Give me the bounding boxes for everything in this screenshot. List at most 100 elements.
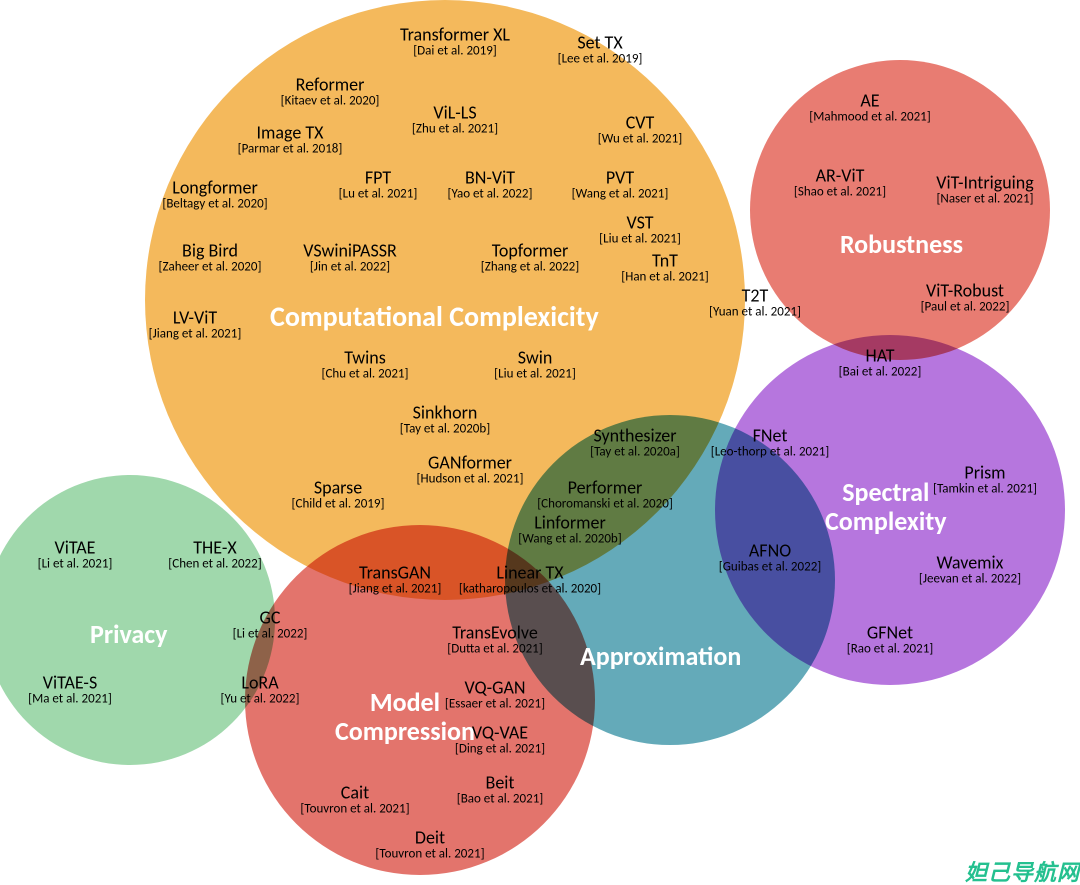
entry-cite: [Guibas et al. 2022]: [719, 561, 822, 575]
entry-46: ViT-Robust[Paul et al. 2022]: [921, 282, 1010, 315]
entry-cite: [Chen et al. 2022]: [168, 558, 261, 572]
entry-name: Beit: [457, 774, 544, 793]
entry-47: HAT[Bai et al. 2022]: [839, 347, 922, 380]
entry-name: Image TX: [238, 124, 343, 143]
entry-name: ViL-LS: [412, 104, 498, 123]
entry-name: Set TX: [558, 34, 643, 53]
entry-cite: [Tay et al. 2020a]: [590, 446, 680, 460]
entry-2: Reformer[Kitaev et al. 2020]: [281, 76, 380, 109]
entry-name: Twins: [322, 349, 409, 368]
entry-name: FPT: [339, 169, 418, 188]
entry-cite: [Jeevan et al. 2022]: [919, 573, 1021, 587]
entry-22: GANformer[Hudson et al. 2021]: [417, 454, 524, 487]
entry-name: Synthesizer: [590, 427, 680, 446]
entry-name: TnT: [621, 252, 709, 271]
entry-5: Image TX[Parmar et al. 2018]: [238, 124, 343, 157]
entry-cite: [Paul et al. 2022]: [921, 301, 1010, 315]
entry-24: Performer[Choromanski et al. 2020]: [537, 479, 673, 512]
entry-name: VQ-GAN: [445, 679, 545, 698]
entry-9: Longformer[Beltagy et al. 2020]: [162, 179, 267, 212]
entry-cite: [Zaheer et al. 2020]: [159, 261, 262, 275]
entry-cite: [Parmar et al. 2018]: [238, 143, 343, 157]
entry-name: Swin: [494, 349, 576, 368]
entry-1: Set TX[Lee et al. 2019]: [558, 34, 643, 67]
entry-name: HAT: [839, 347, 922, 366]
entry-25: Prism[Tamkin et al. 2021]: [933, 464, 1037, 497]
entry-name: Longformer: [162, 179, 267, 198]
entry-cite: [Kitaev et al. 2020]: [281, 95, 380, 109]
entry-name: GC: [233, 609, 308, 628]
entry-name: AE: [809, 92, 931, 111]
entry-cite: [Liu et al. 2021]: [494, 368, 576, 382]
entry-cite: [Yu et al. 2022]: [221, 693, 300, 707]
entry-8: PVT[Wang et al. 2021]: [572, 169, 669, 202]
circle-title-priv: Privacy: [90, 620, 167, 649]
entry-cite: [Rao et al. 2021]: [847, 643, 934, 657]
entry-cite: [Li et al. 2022]: [233, 628, 308, 642]
entry-cite: [Chu et al. 2021]: [322, 368, 409, 382]
entry-name: LoRA: [221, 674, 300, 693]
entry-cite: [Bai et al. 2022]: [839, 366, 922, 380]
entry-cite: [Zhang et al. 2022]: [481, 261, 579, 275]
entry-name: Transformer XL: [400, 26, 510, 45]
entry-name: TransEvolve: [447, 624, 543, 643]
entry-23: Sparse[Child et al. 2019]: [292, 479, 385, 512]
entry-cite: [Wang et al. 2020b]: [518, 533, 622, 547]
circle-title-appr: Approximation: [580, 642, 741, 671]
entry-name: AR-ViT: [794, 167, 886, 186]
entry-21: FNet[Leo-thorp et al. 2021]: [711, 427, 830, 460]
entry-cite: [Ma et al. 2021]: [28, 693, 112, 707]
entry-10: VST[Liu et al. 2021]: [599, 214, 681, 247]
entry-name: ViT-Robust: [921, 282, 1010, 301]
entry-cite: [katharopoulos et al. 2020]: [459, 583, 601, 597]
entry-name: Performer: [537, 479, 673, 498]
entry-12: VSwiniPASSR[Jin et al. 2022]: [303, 242, 397, 275]
entry-name: T2T: [709, 287, 801, 306]
entry-cite: [Dutta et al. 2021]: [447, 643, 543, 657]
entry-name: Cait: [300, 784, 409, 803]
entry-11: Big Bird[Zaheer et al. 2020]: [159, 242, 262, 275]
entry-cite: [Han et al. 2021]: [621, 271, 709, 285]
entry-cite: [Choromanski et al. 2020]: [537, 498, 673, 512]
entry-name: Sinkhorn: [400, 404, 490, 423]
entry-28: THE-X[Chen et al. 2022]: [168, 539, 261, 572]
entry-15: T2T[Yuan et al. 2021]: [709, 287, 801, 320]
entry-41: Beit[Bao et al. 2021]: [457, 774, 544, 807]
entry-43: AE[Mahmood et al. 2021]: [809, 92, 931, 125]
entry-cite: [Zhu et al. 2021]: [412, 123, 498, 137]
entry-cite: [Yuan et al. 2021]: [709, 306, 801, 320]
entry-name: Prism: [933, 464, 1037, 483]
entry-4: CVT[Wu et al. 2021]: [598, 114, 682, 147]
entry-45: ViT-Intriguing[Naser et al. 2021]: [936, 174, 1033, 207]
entry-name: VST: [599, 214, 681, 233]
entry-20: Synthesizer[Tay et al. 2020a]: [590, 427, 680, 460]
entry-cite: [Tay et al. 2020b]: [400, 423, 490, 437]
entry-6: FPT[Lu et al. 2021]: [339, 169, 418, 202]
entry-name: AFNO: [719, 542, 822, 561]
entry-name: FNet: [711, 427, 830, 446]
entry-name: LV-ViT: [149, 309, 242, 328]
entry-42: Deit[Touvron et al. 2021]: [375, 829, 484, 862]
entry-name: VQ-VAE: [455, 724, 545, 743]
circle-title-rob: Robustness: [840, 230, 963, 259]
entry-cite: [Jiang et al. 2021]: [149, 328, 242, 342]
entry-35: GFNet[Rao et al. 2021]: [847, 624, 934, 657]
entry-name: Big Bird: [159, 242, 262, 261]
entry-name: PVT: [572, 169, 669, 188]
entry-3: ViL-LS[Zhu et al. 2021]: [412, 104, 498, 137]
entry-name: VSwiniPASSR: [303, 242, 397, 261]
entry-cite: [Wang et al. 2021]: [572, 188, 669, 202]
entry-name: ViTAE: [38, 539, 113, 558]
entry-18: Swin[Liu et al. 2021]: [494, 349, 576, 382]
entry-cite: [Naser et al. 2021]: [936, 193, 1033, 207]
entry-name: ViTAE-S: [28, 674, 112, 693]
entry-cite: [Touvron et al. 2021]: [300, 803, 409, 817]
entry-cite: [Tamkin et al. 2021]: [933, 483, 1037, 497]
entry-19: Sinkhorn[Tay et al. 2020b]: [400, 404, 490, 437]
entry-cite: [Mahmood et al. 2021]: [809, 111, 931, 125]
entry-cite: [Liu et al. 2021]: [599, 233, 681, 247]
entry-cite: [Jin et al. 2022]: [303, 261, 397, 275]
entry-40: Cait[Touvron et al. 2021]: [300, 784, 409, 817]
entry-cite: [Dai et al. 2019]: [400, 45, 510, 59]
entry-cite: [Lu et al. 2021]: [339, 188, 418, 202]
